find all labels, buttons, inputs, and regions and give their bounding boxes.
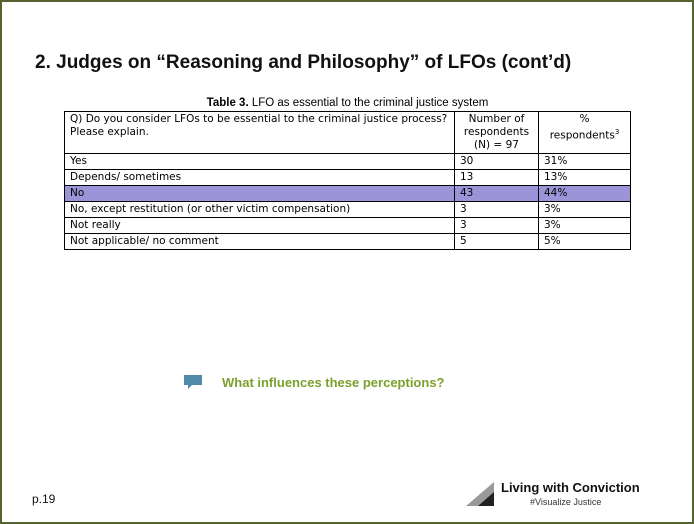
table-cell: 30 xyxy=(454,153,539,170)
logo-tagline: #Visualize Justice xyxy=(530,497,602,507)
caption-label: Table 3. xyxy=(206,97,249,109)
table-row: No, except restitution (or other victim … xyxy=(64,201,631,218)
logo-name: Living with Conviction xyxy=(501,480,640,495)
table-cell: 31% xyxy=(538,153,631,170)
table-row: Not applicable/ no comment 5 5% xyxy=(64,233,631,250)
logo: Living with Conviction #Visualize Justic… xyxy=(464,478,644,510)
table-cell: Yes xyxy=(64,153,455,170)
table-cell: 13% xyxy=(538,169,631,186)
table-row: Depends/ sometimes 13 13% xyxy=(64,169,631,186)
table-row: Not really 3 3% xyxy=(64,217,631,234)
header-cell: Number of respondents (N) = 97 xyxy=(454,111,539,154)
table-cell: Not really xyxy=(64,217,455,234)
table: Q) Do you consider LFOs to be essential … xyxy=(64,111,631,250)
table-cell: No, except restitution (or other victim … xyxy=(64,201,455,218)
table-cell: 3 xyxy=(454,201,539,218)
table-cell: 3% xyxy=(538,217,631,234)
page-number: p.19 xyxy=(32,492,56,506)
slide-title: 2. Judges on “Reasoning and Philosophy” … xyxy=(35,52,572,73)
table-cell: No xyxy=(64,185,455,202)
header-row: Q) Do you consider LFOs to be essential … xyxy=(64,111,631,154)
speech-icon xyxy=(184,375,202,389)
table-row: Yes 30 31% xyxy=(64,153,631,170)
table-cell: 13 xyxy=(454,169,539,186)
header-cell: % respondents3 xyxy=(538,111,631,154)
table-cell: Not applicable/ no comment xyxy=(64,233,455,250)
table-cell: 43 xyxy=(454,185,539,202)
header-cell: Q) Do you consider LFOs to be essential … xyxy=(64,111,455,154)
table-caption: Table 3. LFO as essential to the crimina… xyxy=(64,97,631,109)
logo-icon xyxy=(466,482,494,506)
table-cell: 3% xyxy=(538,201,631,218)
header-text: % respondents xyxy=(549,113,615,142)
table-cell: 5% xyxy=(538,233,631,250)
caption-text: LFO as essential to the criminal justice… xyxy=(251,97,489,109)
table-row: No 43 44% xyxy=(64,185,631,202)
table-body: Yes 30 31% Depends/ sometimes 13 13% No 43 44% No… xyxy=(64,153,631,250)
callout-text: What influences these perceptions? xyxy=(222,374,445,390)
table-cell: 44% xyxy=(538,185,631,202)
footnote-mark: 3 xyxy=(614,128,620,136)
table-cell: Depends/ sometimes xyxy=(64,169,455,186)
table-cell: 5 xyxy=(454,233,539,250)
callout: What influences these perceptions? xyxy=(183,374,445,390)
table-cell: 3 xyxy=(454,217,539,234)
